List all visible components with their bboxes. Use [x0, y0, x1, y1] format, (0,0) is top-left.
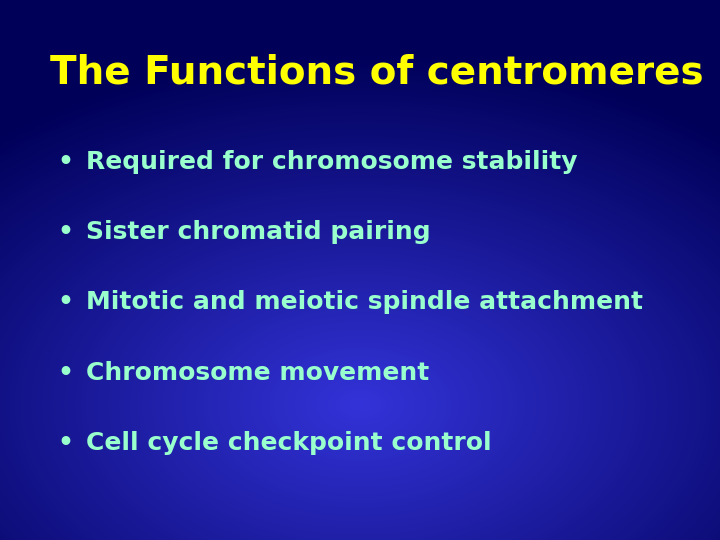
Text: •: •	[58, 431, 73, 455]
Text: •: •	[58, 291, 73, 314]
Text: The Functions of centromeres: The Functions of centromeres	[50, 54, 704, 92]
Text: Cell cycle checkpoint control: Cell cycle checkpoint control	[86, 431, 492, 455]
Text: •: •	[58, 220, 73, 244]
Text: •: •	[58, 150, 73, 174]
Text: Required for chromosome stability: Required for chromosome stability	[86, 150, 578, 174]
Text: •: •	[58, 361, 73, 384]
Text: Mitotic and meiotic spindle attachment: Mitotic and meiotic spindle attachment	[86, 291, 644, 314]
Text: Chromosome movement: Chromosome movement	[86, 361, 430, 384]
Text: Sister chromatid pairing: Sister chromatid pairing	[86, 220, 431, 244]
